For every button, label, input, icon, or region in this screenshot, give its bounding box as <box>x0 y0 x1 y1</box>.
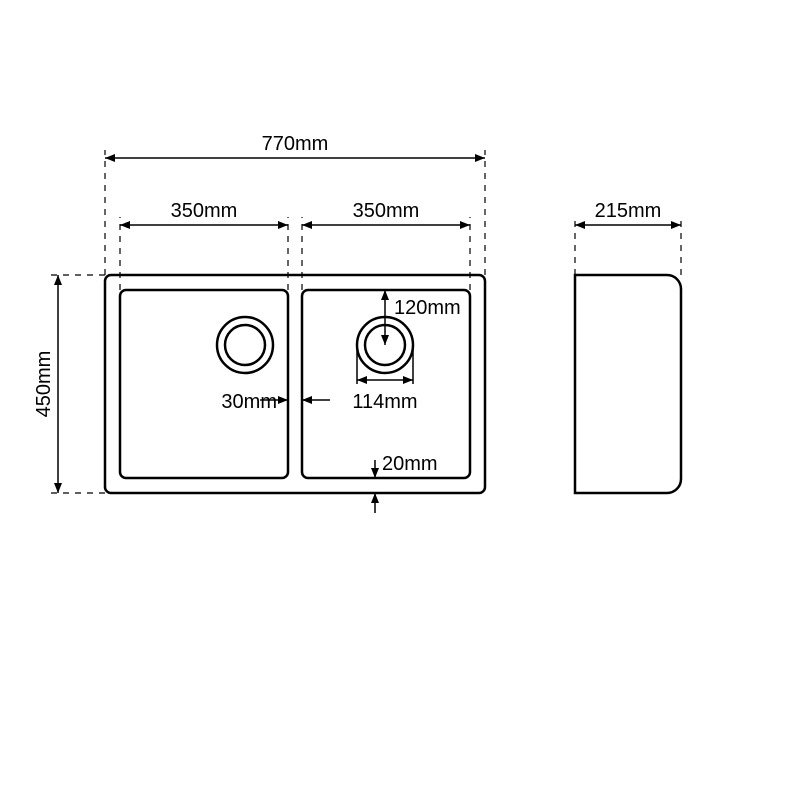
side-view-outline <box>575 275 681 493</box>
dim-label-30: 30mm <box>221 391 277 413</box>
dim-label-114: 114mm <box>352 391 417 413</box>
bowl-left <box>120 290 288 478</box>
dim-label-215: 215mm <box>595 200 662 222</box>
drain-left <box>217 317 273 373</box>
dimension-drawing: 770mm 350mm 350mm 215mm 450mm 120mm 114m… <box>0 0 800 800</box>
dim-label-20: 20mm <box>382 453 438 475</box>
dim-label-350-left: 350mm <box>171 200 238 222</box>
dim-label-770: 770mm <box>262 133 329 155</box>
dim-label-120: 120mm <box>394 297 461 319</box>
dim-label-450: 450mm <box>33 351 55 418</box>
dim-label-350-right: 350mm <box>353 200 420 222</box>
